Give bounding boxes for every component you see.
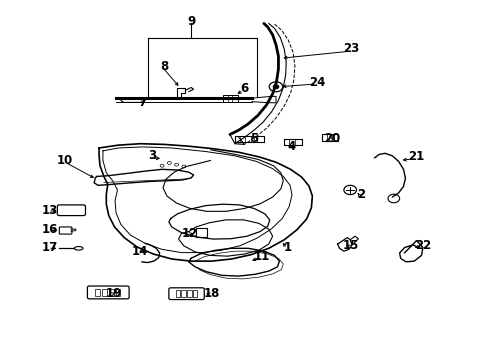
Text: 16: 16 [41,223,58,236]
Text: 24: 24 [308,76,325,89]
Text: 6: 6 [240,82,248,95]
Text: 13: 13 [41,204,58,217]
Text: 18: 18 [203,287,219,300]
Text: 9: 9 [187,15,195,28]
Text: 15: 15 [342,239,359,252]
Text: 20: 20 [323,131,339,144]
Bar [95,289,100,296]
Text: 12: 12 [182,227,198,240]
Text: 23: 23 [343,42,359,55]
Text: 7: 7 [138,96,146,109]
Bar [193,290,197,297]
Bar [115,289,120,296]
Text: 22: 22 [414,239,430,252]
Text: 2: 2 [356,188,364,202]
Bar [108,289,113,296]
Text: 8: 8 [160,60,168,73]
Text: 19: 19 [105,287,122,300]
Text: 10: 10 [57,154,73,167]
Bar [102,289,106,296]
Text: 5: 5 [249,131,258,144]
Text: 21: 21 [407,150,424,163]
Text: 1: 1 [284,241,292,254]
Bar [175,290,180,297]
Text: 4: 4 [287,140,296,153]
Text: 11: 11 [253,250,269,263]
Bar [196,228,206,237]
Text: 3: 3 [148,149,156,162]
Bar [187,290,191,297]
Text: 14: 14 [132,246,148,258]
Text: 17: 17 [41,241,58,254]
Circle shape [272,85,278,89]
Bar [181,290,185,297]
